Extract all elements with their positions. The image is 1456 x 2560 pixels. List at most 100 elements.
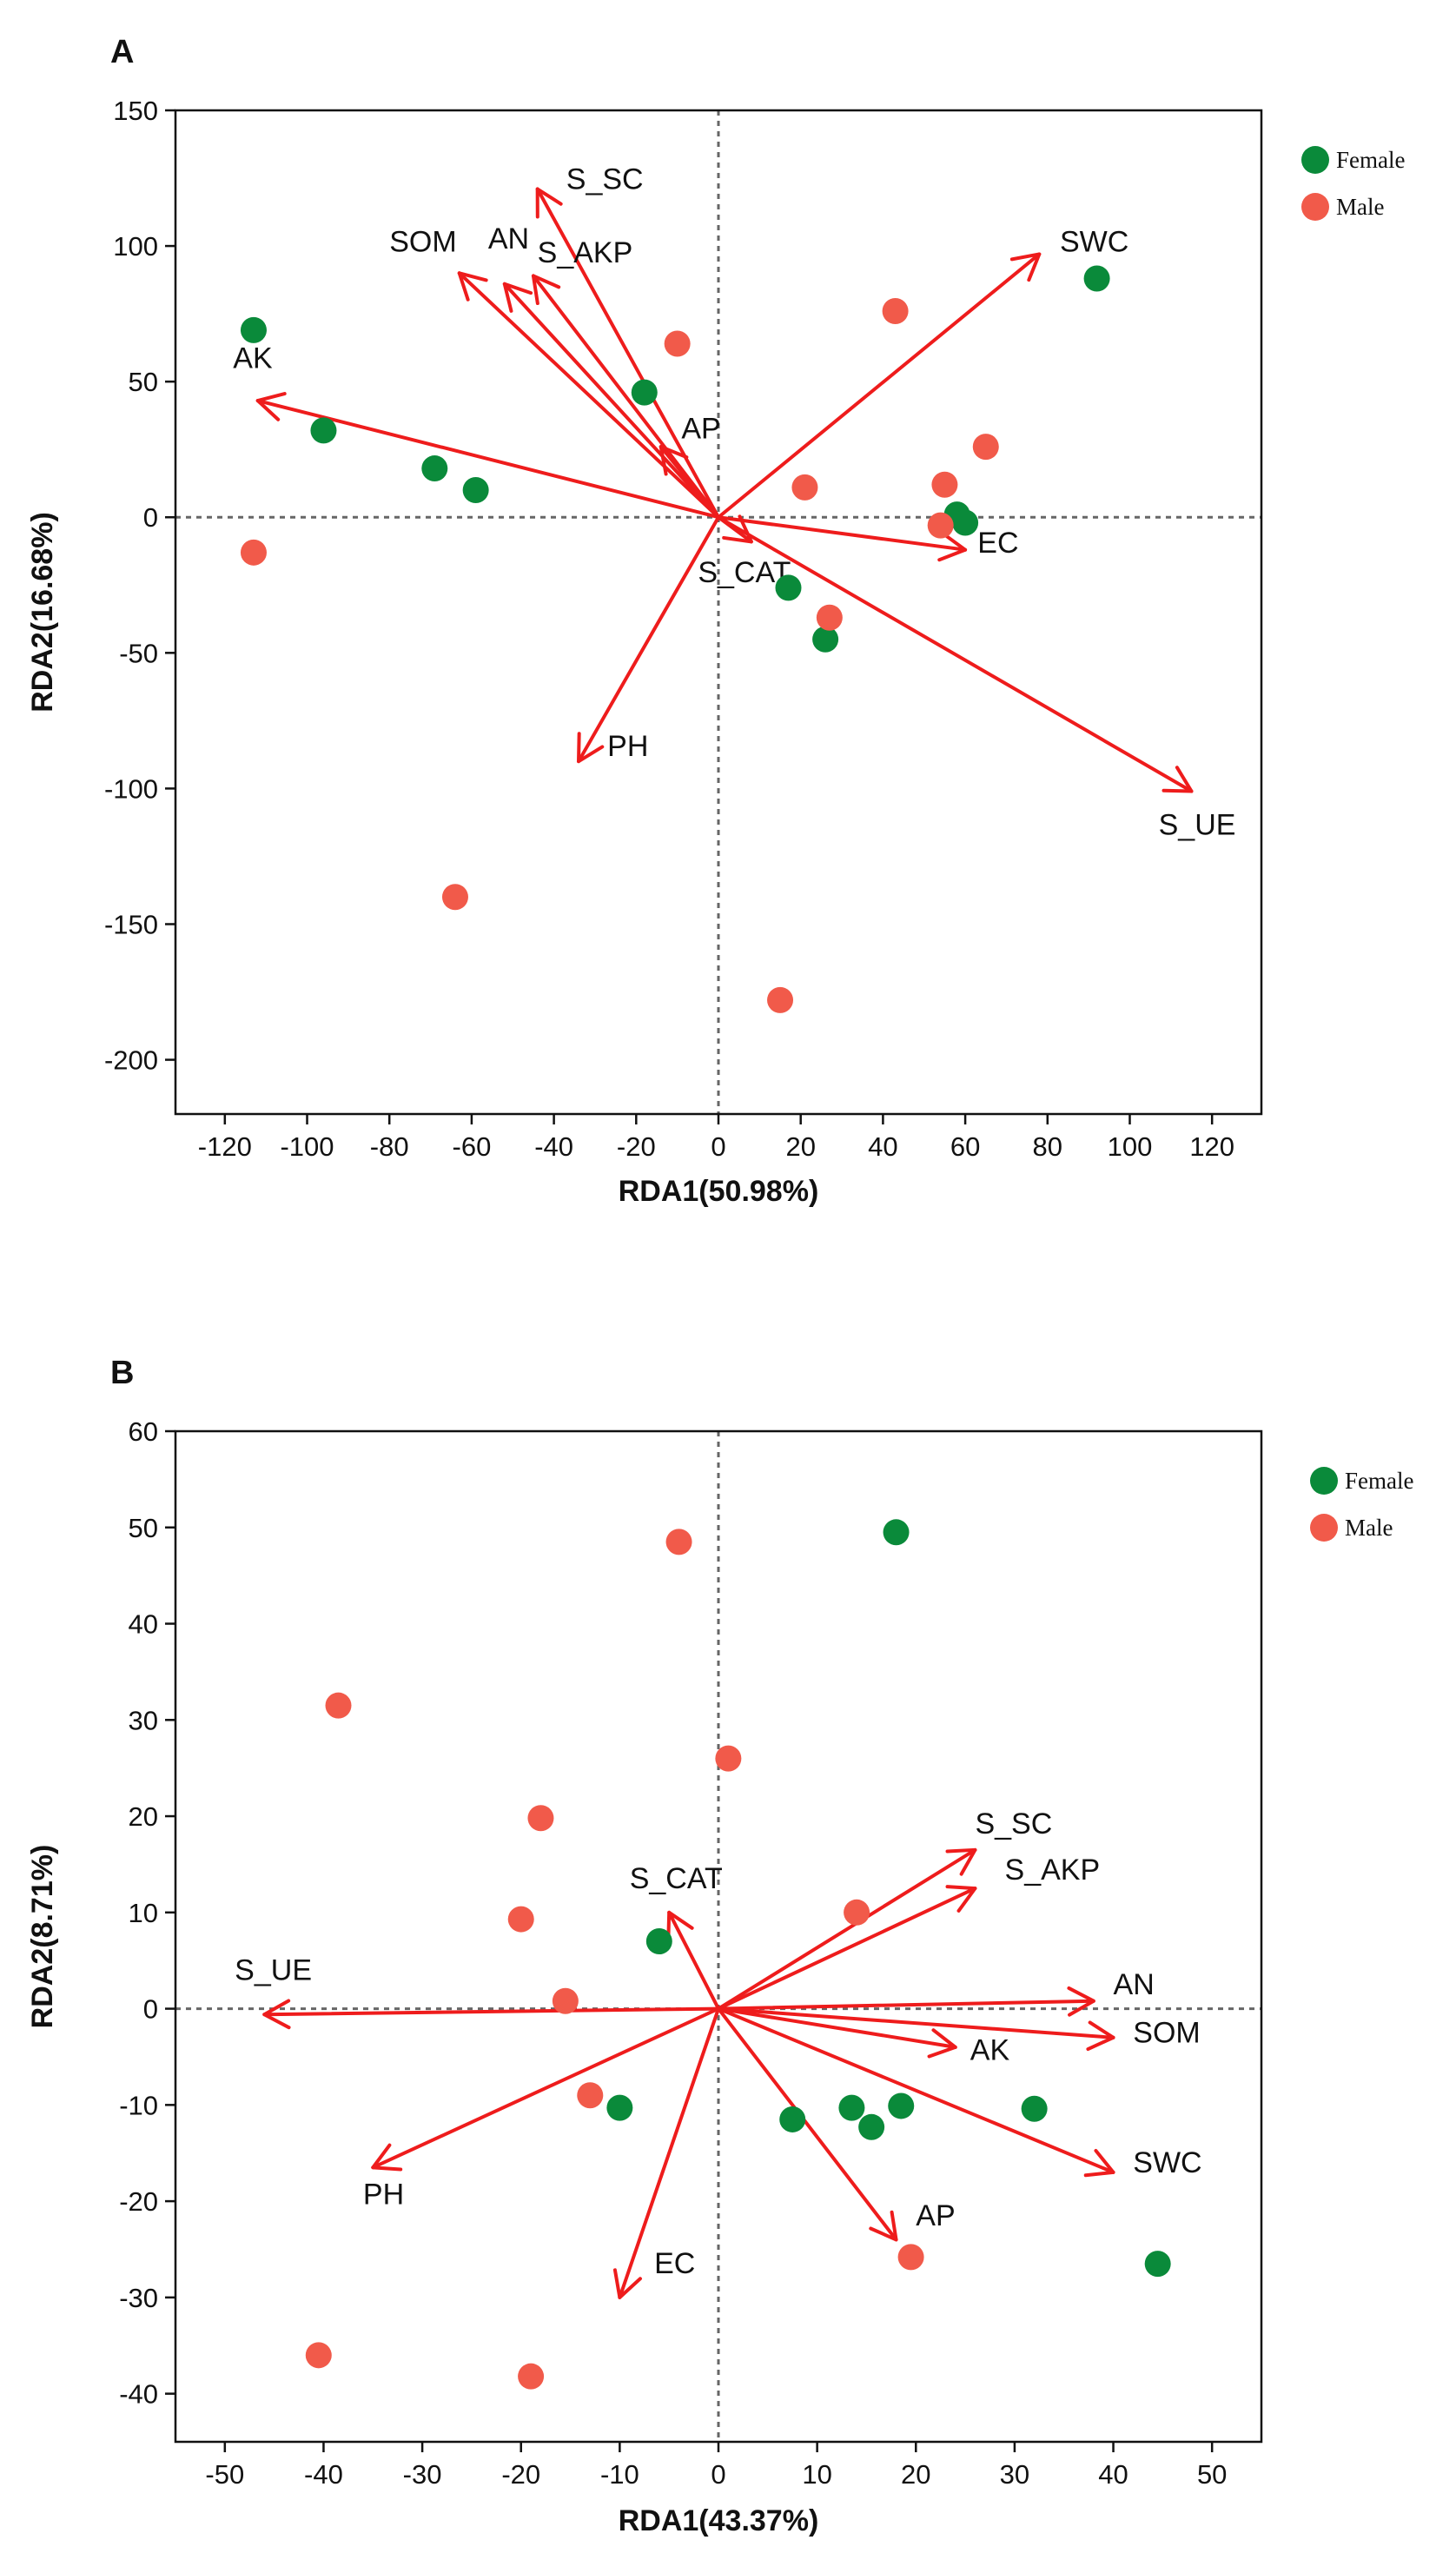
vector-label-ak: AK: [233, 342, 273, 375]
female-point: [858, 2113, 885, 2140]
female-point: [775, 574, 802, 601]
vector-arrow-s-ue: [262, 2006, 720, 2017]
panel-b-x-tick-label: -10: [600, 2459, 639, 2490]
female-point: [779, 2106, 806, 2132]
vector-arrowhead-ap: [869, 2210, 898, 2242]
vector-label-swc: SWC: [1133, 2146, 1201, 2179]
female-point: [631, 379, 658, 406]
female-point: [1021, 2095, 1048, 2122]
vector-arrowhead-swc: [1009, 252, 1042, 282]
panel-b-x-tick-label: 40: [1098, 2459, 1128, 2490]
vector-arrow-s-sc: [717, 1847, 977, 2011]
panel-b-y-tick-label: -30: [119, 2283, 158, 2313]
vector-label-som: SOM: [389, 225, 456, 258]
female-point: [1144, 2251, 1171, 2278]
male-point: [882, 298, 909, 324]
panel-a-x-tick-label: -100: [280, 1131, 334, 1162]
panel-a-label: A: [110, 34, 134, 70]
vector-arrow-s-ue: [717, 515, 1194, 793]
male-point: [715, 1745, 742, 1772]
panel-b-x-tick-label: -50: [205, 2459, 244, 2490]
male-point: [927, 512, 954, 539]
male-point: [816, 604, 843, 631]
female-point: [462, 477, 489, 504]
panel-b-x-tick-label: -40: [304, 2459, 343, 2490]
vector-arrow-an: [502, 282, 720, 520]
vector-label-s-ue: S_UE: [1159, 808, 1236, 841]
vector-arrow-ap: [717, 2006, 898, 2242]
vector-label-ph: PH: [363, 2178, 404, 2211]
male-point: [577, 2082, 604, 2109]
female-point: [1083, 265, 1110, 292]
legend-label-male: Male: [1345, 1515, 1393, 1541]
legend-marker-female: [1310, 1467, 1338, 1495]
panel-a-x-tick-label: -40: [534, 1131, 573, 1162]
vector-label-ap: AP: [916, 2199, 955, 2232]
panel-a-y-tick-label: 0: [143, 502, 158, 533]
panel-b-x-tick-label: 20: [901, 2459, 930, 2490]
legend-marker-male: [1310, 1514, 1338, 1542]
vector-arrowhead-s-akp: [945, 1885, 977, 1913]
panel-b-y-tick-label: 30: [129, 1705, 158, 1735]
panel-b-x-tick-label: -20: [501, 2459, 540, 2490]
panel-a-y-axis-title: RDA2(16.68%): [26, 512, 59, 713]
female-point: [952, 509, 979, 536]
vector-label-ec: EC: [977, 527, 1018, 560]
male-point: [972, 434, 999, 461]
panel-b-y-tick-label: 20: [129, 1801, 158, 1832]
panel-a-y-tick-label: -100: [104, 773, 158, 804]
vector-label-s-akp: S_AKP: [538, 236, 633, 269]
female-point: [240, 316, 267, 343]
vector-arrowhead-ak: [927, 2028, 957, 2059]
panel-b-y-tick-label: -40: [119, 2379, 158, 2410]
male-point: [441, 884, 468, 911]
male-point: [664, 330, 691, 357]
male-point: [665, 1529, 692, 1555]
vector-arrow-s-akp: [717, 1887, 977, 2011]
vector-arrowhead-ph: [577, 732, 605, 764]
vector-label-s-cat: S_CAT: [630, 1862, 723, 1895]
vector-arrowhead-s-cat: [666, 1910, 694, 1942]
female-point: [421, 455, 448, 482]
vector-arrowhead-s-ue: [262, 1999, 291, 2030]
vector-arrow-ec: [618, 2006, 720, 2299]
panel-a-x-tick-label: 40: [868, 1131, 897, 1162]
panel-a-x-tick-label: 0: [711, 1131, 725, 1162]
vector-arrowhead-som: [1086, 2020, 1115, 2052]
male-point: [527, 1805, 554, 1832]
panel-b-y-tick-label: -20: [119, 2186, 158, 2217]
vector-arrow-ph: [577, 515, 720, 764]
vector-arrow-ak: [255, 399, 720, 520]
vector-arrow-swc: [717, 2006, 1115, 2174]
vector-arrowhead-ec: [612, 2268, 642, 2299]
female-point: [888, 2092, 915, 2119]
female-point: [812, 626, 839, 653]
panel-b-x-tick-label: 10: [802, 2459, 831, 2490]
vector-label-swc: SWC: [1060, 225, 1128, 258]
panel-b-x-axis-title: RDA1(43.37%): [619, 2504, 819, 2537]
vector-label-ph: PH: [607, 730, 648, 763]
legend-label-female: Female: [1345, 1468, 1413, 1494]
panel-a-y-tick-label: -200: [104, 1045, 158, 1076]
panel-a-x-tick-label: 20: [785, 1131, 815, 1162]
panel-a-y-tick-label: -150: [104, 909, 158, 939]
vector-arrowhead-swc: [1083, 2148, 1115, 2178]
vector-arrow-ap: [659, 445, 720, 520]
panel-b: B -50 -40 -30 -20 -10 0 10 20 30 40 50 -40 -30 -20 -10 0…: [26, 1355, 1413, 2537]
male-point: [931, 471, 958, 498]
legend-label-female: Female: [1336, 147, 1405, 173]
vector-label-ap: AP: [681, 413, 720, 446]
vector-arrowhead-ap: [659, 445, 689, 476]
panel-a-y-tick-label: -50: [119, 638, 158, 668]
panel-b-x-tick-label: -30: [403, 2459, 442, 2490]
male-point: [767, 986, 794, 1013]
male-point: [552, 1987, 579, 2014]
panel-b-y-tick-label: 10: [129, 1898, 158, 1928]
panel-a-y-tick-label: 100: [113, 231, 158, 262]
vector-arrowhead-s-sc: [535, 187, 563, 219]
vector-arrowhead-an: [502, 282, 533, 313]
vector-arrowhead-s-sc: [945, 1847, 977, 1876]
panel-b-label: B: [110, 1355, 134, 1391]
panel-b-y-axis-title: RDA2(8.71%): [26, 1845, 59, 2029]
vector-label-an: AN: [488, 222, 529, 255]
